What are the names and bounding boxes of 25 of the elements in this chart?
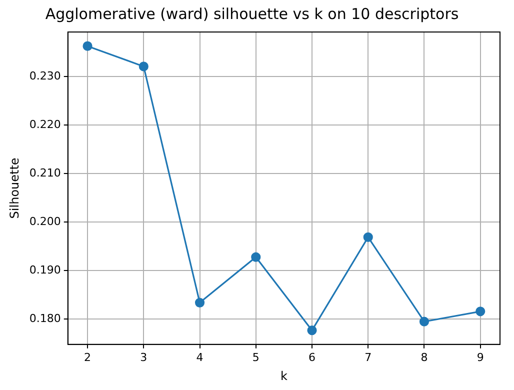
y-tick-label: 0.210 [29, 166, 61, 180]
y-tick-label: 0.180 [29, 312, 61, 326]
x-axis-title: k [280, 368, 288, 383]
point [363, 232, 373, 242]
point [307, 326, 317, 336]
x-tick-label: 3 [140, 350, 148, 364]
chart-title: Agglomerative (ward) silhouette vs k on 10 descriptors [45, 4, 459, 23]
y-tick-label: 0.190 [29, 264, 61, 277]
point [138, 62, 148, 72]
point [419, 316, 430, 326]
point [82, 41, 92, 51]
x-tick-label: 4 [196, 350, 204, 364]
y-tick-label: 0.200 [29, 215, 61, 228]
y-axis-title: Silhouette [7, 158, 22, 219]
point [476, 306, 486, 316]
x-tick-label: 2 [84, 350, 92, 364]
x-tick-label: 6 [308, 350, 316, 364]
y-tick-label: 0.230 [29, 69, 61, 82]
point [251, 252, 261, 262]
x-tick-label: 9 [476, 350, 484, 364]
x-tick-label: 7 [364, 350, 372, 364]
point [194, 298, 205, 308]
x-tick-label: 5 [252, 350, 260, 364]
x-tick-label: 8 [420, 350, 428, 364]
y-tick-label: 0.220 [29, 118, 61, 131]
